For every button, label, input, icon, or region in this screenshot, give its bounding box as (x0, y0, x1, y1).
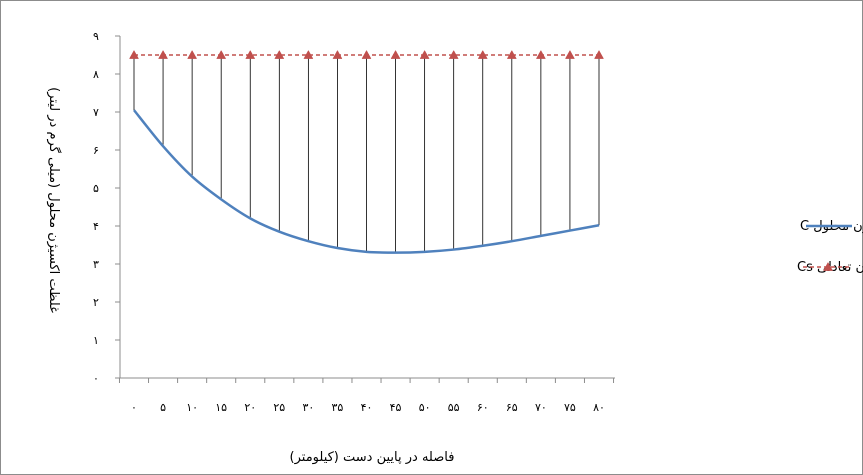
series-cs-marker (477, 49, 488, 59)
x-tick-label: ۵ (160, 401, 166, 414)
x-tick-label: ۷۰ (535, 401, 547, 414)
y-tick-label: ۸ (93, 68, 99, 81)
x-tick-label: ۱۵ (215, 401, 227, 414)
y-axis-title: غلظت اکسیژن محلول (میلی گرم در لیتر) (46, 87, 62, 313)
x-tick-label: ۵۰ (419, 401, 431, 414)
series-cs-marker (274, 49, 285, 59)
y-tick-label: ۹ (93, 30, 99, 43)
y-tick-label: ۶ (93, 144, 99, 157)
series-cs-marker (506, 49, 517, 59)
x-tick-label: ۱۰ (186, 401, 198, 414)
x-tick-label: ۰ (131, 401, 137, 414)
x-axis-title: فاصله در پایین دست (کیلومتر) (290, 450, 455, 465)
x-tick-label: ۴۵ (390, 401, 402, 414)
series-cs-marker (390, 49, 401, 59)
series-cs-marker (448, 49, 459, 59)
series-cs-marker (565, 49, 575, 59)
y-tick-label: ۵ (93, 182, 99, 195)
series-cs-marker (245, 49, 256, 59)
series-cs-marker (216, 49, 227, 59)
legend-marker-cs (823, 261, 833, 271)
x-tick-label: ۷۵ (564, 401, 576, 414)
series-cs-marker (332, 49, 343, 59)
y-tick-label: ۷ (93, 106, 99, 119)
x-tick-label: ۸۰ (593, 401, 605, 414)
series-cs-marker (129, 49, 139, 59)
x-tick-label: ۲۰ (244, 401, 256, 414)
x-tick-label: ۳۵ (332, 401, 344, 414)
x-tick-label: ۲۵ (273, 401, 285, 414)
series-cs-marker (361, 49, 372, 59)
legend: غلظت اکسیژن محلول Cغلظت اکسیژن تعادلی Cs (797, 219, 863, 275)
x-tick-label: ۳۰ (302, 401, 314, 414)
y-tick-label: ۲ (93, 296, 99, 309)
series-cs-marker (419, 49, 430, 59)
y-tick-label: ۴ (93, 220, 99, 233)
x-tick-label: ۵۵ (448, 401, 460, 414)
series-cs-marker (158, 49, 168, 59)
series-c-line (133, 109, 600, 254)
series-cs-marker (303, 49, 314, 59)
y-tick-label: ۱ (93, 334, 99, 347)
y-tick-label: ۰ (93, 372, 99, 385)
series-cs-marker (187, 49, 198, 59)
series-cs-marker (594, 49, 604, 59)
y-tick-label: ۳ (93, 258, 99, 271)
x-tick-label: ۶۰ (477, 401, 489, 414)
x-tick-label: ۶۵ (506, 401, 518, 414)
x-tick-label: ۴۰ (361, 401, 373, 414)
series-cs-marker (535, 49, 546, 59)
